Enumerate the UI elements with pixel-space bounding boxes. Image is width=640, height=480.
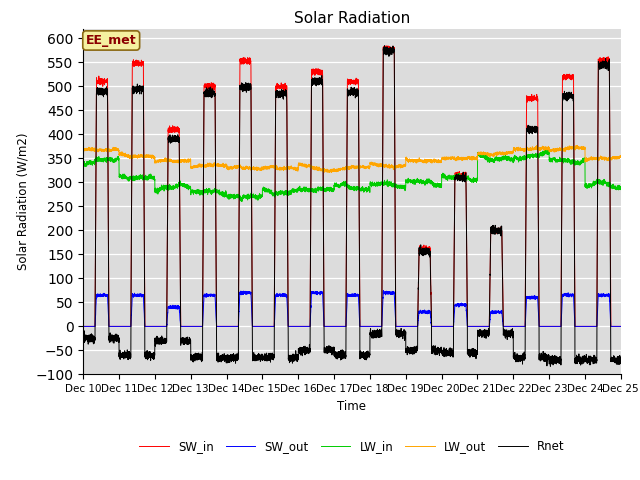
Rnet bbox=[547, 363, 554, 369]
SW_in bbox=[382, 43, 390, 48]
Rnet bbox=[472, 353, 480, 359]
Y-axis label: Solar Radiation (W/m2): Solar Radiation (W/m2) bbox=[17, 133, 30, 270]
SW_in bbox=[617, 324, 625, 329]
LW_out bbox=[573, 143, 581, 148]
Line: Rnet: Rnet bbox=[83, 46, 621, 366]
LW_in bbox=[595, 179, 602, 184]
Text: EE_met: EE_met bbox=[86, 34, 136, 47]
Line: SW_out: SW_out bbox=[83, 291, 621, 326]
Rnet bbox=[488, 224, 495, 230]
LW_in bbox=[488, 156, 495, 161]
SW_in bbox=[334, 324, 342, 329]
LW_out bbox=[617, 154, 625, 159]
LW_in bbox=[588, 183, 595, 189]
SW_out bbox=[595, 292, 602, 298]
LW_out bbox=[472, 156, 480, 162]
LW_out bbox=[488, 152, 495, 158]
SW_in bbox=[588, 324, 595, 329]
Line: LW_out: LW_out bbox=[83, 145, 621, 172]
SW_in bbox=[262, 324, 269, 329]
Rnet bbox=[334, 354, 342, 360]
LW_in bbox=[334, 184, 342, 190]
LW_in bbox=[541, 147, 548, 153]
Rnet bbox=[617, 353, 625, 359]
X-axis label: Time: Time bbox=[337, 400, 367, 413]
SW_out bbox=[472, 324, 480, 329]
LW_out bbox=[79, 148, 87, 154]
SW_out bbox=[79, 324, 87, 329]
LW_out bbox=[334, 168, 342, 174]
LW_in bbox=[262, 188, 270, 193]
SW_in bbox=[472, 324, 480, 329]
LW_in bbox=[617, 187, 625, 192]
LW_out bbox=[588, 155, 595, 161]
SW_out bbox=[617, 324, 625, 329]
Rnet bbox=[588, 356, 595, 362]
Rnet bbox=[262, 353, 269, 359]
Line: SW_in: SW_in bbox=[83, 46, 621, 326]
SW_out bbox=[334, 324, 342, 329]
LW_out bbox=[262, 166, 269, 171]
LW_in bbox=[238, 199, 246, 204]
LW_in bbox=[472, 175, 480, 181]
SW_out bbox=[588, 324, 595, 329]
Legend: SW_in, SW_out, LW_in, LW_out, Rnet: SW_in, SW_out, LW_in, LW_out, Rnet bbox=[134, 435, 570, 458]
SW_out bbox=[262, 324, 269, 329]
SW_in bbox=[595, 60, 602, 66]
Rnet bbox=[381, 43, 388, 48]
SW_in bbox=[488, 228, 495, 233]
LW_out bbox=[595, 156, 602, 162]
Rnet bbox=[595, 63, 602, 69]
SW_out bbox=[380, 288, 387, 294]
LW_in bbox=[79, 161, 87, 167]
SW_out bbox=[488, 310, 495, 316]
SW_in bbox=[79, 324, 87, 329]
LW_out bbox=[326, 169, 333, 175]
Line: LW_in: LW_in bbox=[83, 150, 621, 202]
Rnet bbox=[79, 340, 87, 346]
Title: Solar Radiation: Solar Radiation bbox=[294, 11, 410, 26]
